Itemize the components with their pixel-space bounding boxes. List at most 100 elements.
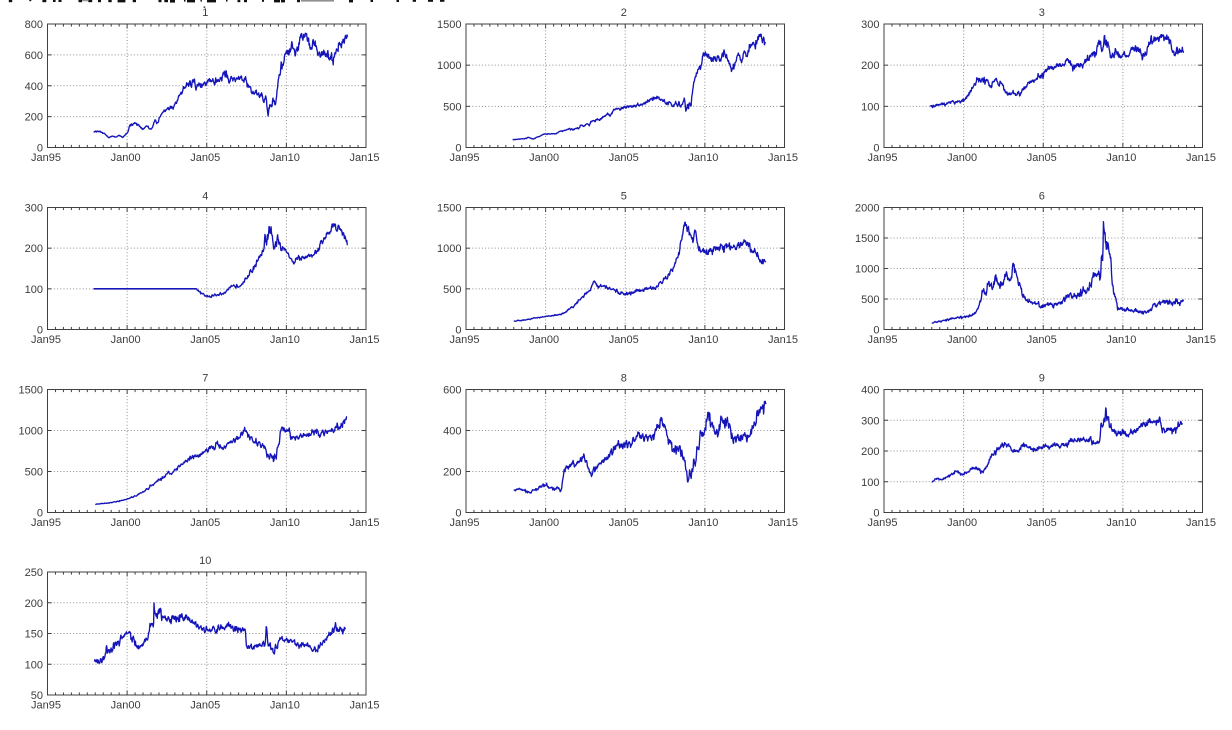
svg-text:2000: 2000 — [855, 203, 879, 215]
svg-text:10: 10 — [199, 555, 211, 567]
svg-text:1000: 1000 — [855, 264, 879, 276]
svg-text:200: 200 — [861, 60, 879, 72]
svg-text:400: 400 — [25, 81, 43, 93]
svg-text:0: 0 — [873, 508, 879, 520]
svg-text:Jan95: Jan95 — [450, 152, 480, 164]
svg-text:Jan05: Jan05 — [1027, 152, 1057, 164]
svg-text:0: 0 — [37, 508, 43, 520]
svg-text:Jan05: Jan05 — [1027, 517, 1057, 529]
svg-text:Jan10: Jan10 — [688, 517, 718, 529]
svg-text:7: 7 — [202, 372, 208, 384]
svg-text:Jan95: Jan95 — [868, 152, 898, 164]
svg-text:Jan10: Jan10 — [1106, 334, 1136, 346]
svg-text:600: 600 — [443, 385, 461, 397]
svg-text:Jan10: Jan10 — [688, 152, 718, 164]
svg-text:0: 0 — [37, 325, 43, 337]
svg-text:400: 400 — [443, 426, 461, 438]
svg-text:0: 0 — [873, 143, 879, 155]
svg-text:Jan00: Jan00 — [947, 152, 977, 164]
svg-text:Jan95: Jan95 — [450, 334, 480, 346]
svg-text:Jan15: Jan15 — [1186, 517, 1216, 529]
svg-text:Jan95: Jan95 — [868, 334, 898, 346]
svg-text:Jan05: Jan05 — [609, 334, 639, 346]
svg-text:Jan10: Jan10 — [270, 152, 300, 164]
svg-text:Jan15: Jan15 — [350, 334, 380, 346]
svg-text:Jan05: Jan05 — [609, 152, 639, 164]
svg-text:100: 100 — [861, 477, 879, 489]
svg-text:Jan15: Jan15 — [1186, 152, 1216, 164]
svg-text:1500: 1500 — [437, 19, 461, 31]
svg-text:5: 5 — [621, 190, 627, 202]
svg-text:Jan05: Jan05 — [1027, 334, 1057, 346]
svg-text:Jan95: Jan95 — [31, 152, 61, 164]
svg-text:50: 50 — [31, 690, 43, 702]
svg-text:Jan15: Jan15 — [768, 152, 798, 164]
svg-text:4: 4 — [202, 190, 208, 202]
svg-text:Jan15: Jan15 — [350, 152, 380, 164]
svg-text:Jan05: Jan05 — [609, 517, 639, 529]
svg-text:Jan10: Jan10 — [1106, 517, 1136, 529]
svg-text:Jan10: Jan10 — [1106, 152, 1136, 164]
svg-text:Jan05: Jan05 — [190, 152, 220, 164]
svg-text:Jan05: Jan05 — [190, 334, 220, 346]
svg-text:Jan00: Jan00 — [529, 152, 559, 164]
svg-text:1500: 1500 — [855, 233, 879, 245]
svg-text:Jan10: Jan10 — [270, 517, 300, 529]
svg-text:300: 300 — [25, 203, 43, 215]
svg-text:Jan00: Jan00 — [111, 334, 141, 346]
svg-text:200: 200 — [25, 243, 43, 255]
svg-text:500: 500 — [443, 101, 461, 113]
svg-text:3: 3 — [1039, 7, 1045, 19]
svg-text:100: 100 — [861, 101, 879, 113]
svg-text:Jan00: Jan00 — [947, 334, 977, 346]
svg-text:500: 500 — [861, 294, 879, 306]
svg-text:1: 1 — [202, 7, 208, 19]
svg-text:Jan00: Jan00 — [111, 700, 141, 712]
svg-text:Jan00: Jan00 — [529, 334, 559, 346]
svg-text:0: 0 — [455, 143, 461, 155]
svg-text:500: 500 — [443, 284, 461, 296]
svg-text:100: 100 — [25, 284, 43, 296]
svg-text:200: 200 — [861, 446, 879, 458]
svg-text:Jan95: Jan95 — [31, 334, 61, 346]
svg-text:300: 300 — [861, 415, 879, 427]
svg-text:250: 250 — [25, 567, 43, 579]
svg-text:0: 0 — [37, 143, 43, 155]
svg-text:Jan95: Jan95 — [450, 517, 480, 529]
svg-text:500: 500 — [25, 467, 43, 479]
svg-text:Jan15: Jan15 — [350, 517, 380, 529]
svg-text:1000: 1000 — [437, 60, 461, 72]
svg-text:8: 8 — [621, 372, 627, 384]
svg-text:150: 150 — [25, 629, 43, 641]
svg-text:Jan00: Jan00 — [529, 517, 559, 529]
svg-text:Jan00: Jan00 — [111, 152, 141, 164]
svg-text:1000: 1000 — [19, 426, 43, 438]
svg-text:200: 200 — [443, 467, 461, 479]
svg-text:6: 6 — [1039, 190, 1045, 202]
svg-text:2: 2 — [621, 7, 627, 19]
svg-text:9: 9 — [1039, 372, 1045, 384]
svg-text:1000: 1000 — [437, 243, 461, 255]
svg-text:Jan05: Jan05 — [190, 700, 220, 712]
svg-text:100: 100 — [25, 659, 43, 671]
svg-text:Jan10: Jan10 — [688, 334, 718, 346]
svg-text:Jan10: Jan10 — [270, 700, 300, 712]
svg-text:Jan00: Jan00 — [111, 517, 141, 529]
svg-text:0: 0 — [455, 325, 461, 337]
svg-text:Jan95: Jan95 — [868, 517, 898, 529]
svg-text:200: 200 — [25, 112, 43, 124]
svg-text:1500: 1500 — [19, 385, 43, 397]
svg-text:Jan15: Jan15 — [768, 517, 798, 529]
svg-text:300: 300 — [861, 19, 879, 31]
svg-text:Jan95: Jan95 — [31, 700, 61, 712]
svg-text:Jan95: Jan95 — [31, 517, 61, 529]
svg-text:400: 400 — [861, 385, 879, 397]
svg-text:1500: 1500 — [437, 203, 461, 215]
svg-text:0: 0 — [873, 325, 879, 337]
svg-text:Jan15: Jan15 — [350, 700, 380, 712]
svg-text:Jan15: Jan15 — [768, 334, 798, 346]
svg-text:0: 0 — [455, 508, 461, 520]
svg-text:200: 200 — [25, 598, 43, 610]
svg-text:800: 800 — [25, 19, 43, 31]
svg-text:Jan15: Jan15 — [1186, 334, 1216, 346]
